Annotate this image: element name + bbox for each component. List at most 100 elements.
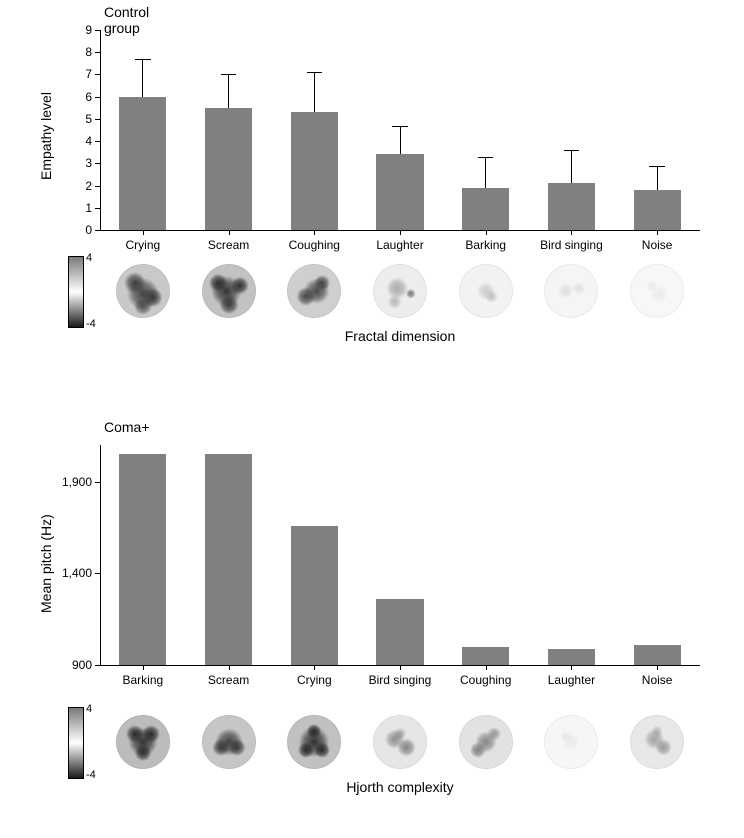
xtick-mark bbox=[143, 665, 144, 670]
ytick-label: 1,400 bbox=[52, 566, 92, 580]
y-axis bbox=[100, 445, 101, 665]
ytick-mark bbox=[95, 208, 100, 209]
topomap-circle bbox=[630, 715, 684, 769]
ytick-label: 4 bbox=[52, 134, 92, 148]
xtick-label: Bird singing bbox=[360, 673, 440, 687]
topomap-circle bbox=[630, 264, 684, 318]
xtick-mark bbox=[143, 230, 144, 235]
ytick-label: 5 bbox=[52, 112, 92, 126]
bar bbox=[291, 526, 338, 665]
bar bbox=[548, 183, 595, 230]
colorbar bbox=[68, 707, 84, 779]
ytick-label: 6 bbox=[52, 90, 92, 104]
topomap-circle bbox=[202, 715, 256, 769]
topomap-circle bbox=[544, 715, 598, 769]
ytick-mark bbox=[95, 30, 100, 31]
colorbar-max-label: 4 bbox=[86, 252, 92, 264]
ytick-label: 2 bbox=[52, 179, 92, 193]
bar bbox=[548, 649, 595, 666]
panel-title: Control group bbox=[104, 4, 149, 36]
topomap-circle bbox=[202, 264, 256, 318]
ytick-label: 3 bbox=[52, 156, 92, 170]
error-bar-cap bbox=[221, 74, 236, 75]
topomap-circle bbox=[116, 264, 170, 318]
error-bar bbox=[657, 166, 658, 190]
ytick-mark bbox=[95, 230, 100, 231]
colorbar-max-label: 4 bbox=[86, 703, 92, 715]
error-bar bbox=[142, 59, 143, 97]
xtick-label: Noise bbox=[617, 238, 697, 252]
ytick-mark bbox=[95, 186, 100, 187]
error-bar bbox=[485, 157, 486, 188]
xtick-label: Scream bbox=[189, 238, 269, 252]
ytick-label: 9 bbox=[52, 23, 92, 37]
ytick-mark bbox=[95, 141, 100, 142]
bar bbox=[205, 108, 252, 230]
error-bar bbox=[228, 74, 229, 107]
xtick-label: Barking bbox=[103, 673, 183, 687]
topomap-circle bbox=[116, 715, 170, 769]
xtick-mark bbox=[229, 665, 230, 670]
bar bbox=[119, 454, 166, 665]
ytick-label: 900 bbox=[52, 658, 92, 672]
panel-title: Coma+ bbox=[104, 419, 150, 435]
bar bbox=[291, 112, 338, 230]
ytick-label: 0 bbox=[52, 223, 92, 237]
ytick-mark bbox=[95, 119, 100, 120]
error-bar-cap bbox=[307, 72, 322, 73]
bar bbox=[462, 647, 509, 665]
xtick-label: Coughing bbox=[274, 238, 354, 252]
xtick-mark bbox=[657, 230, 658, 235]
xtick-label: Crying bbox=[103, 238, 183, 252]
xtick-label: Barking bbox=[446, 238, 526, 252]
xtick-label: Bird singing bbox=[531, 238, 611, 252]
ytick-mark bbox=[95, 163, 100, 164]
xtick-mark bbox=[657, 665, 658, 670]
bar bbox=[376, 599, 423, 665]
ytick-label: 1,900 bbox=[52, 475, 92, 489]
ytick-mark bbox=[95, 52, 100, 53]
ytick-mark bbox=[95, 482, 100, 483]
xtick-label: Noise bbox=[617, 673, 697, 687]
xtick-mark bbox=[400, 230, 401, 235]
ytick-mark bbox=[95, 665, 100, 666]
error-bar bbox=[400, 126, 401, 155]
bar bbox=[119, 97, 166, 230]
ytick-label: 8 bbox=[52, 45, 92, 59]
bar bbox=[634, 190, 681, 230]
heatmap-row-label: Hjorth complexity bbox=[346, 779, 453, 795]
xtick-mark bbox=[314, 230, 315, 235]
bar bbox=[205, 454, 252, 665]
ytick-mark bbox=[95, 74, 100, 75]
colorbar bbox=[68, 256, 84, 328]
topomap-circle bbox=[459, 264, 513, 318]
bar bbox=[376, 154, 423, 230]
figure-root: Control groupEmpathy level0123456789Cryi… bbox=[0, 0, 744, 838]
xtick-label: Scream bbox=[189, 673, 269, 687]
colorbar-min-label: -4 bbox=[86, 769, 96, 781]
error-bar-cap bbox=[478, 157, 493, 158]
error-bar-cap bbox=[392, 126, 407, 127]
error-bar-cap bbox=[649, 166, 664, 167]
xtick-label: Coughing bbox=[446, 673, 526, 687]
colorbar-min-label: -4 bbox=[86, 318, 96, 330]
xtick-mark bbox=[229, 230, 230, 235]
xtick-mark bbox=[314, 665, 315, 670]
ytick-label: 1 bbox=[52, 201, 92, 215]
error-bar-cap bbox=[135, 59, 150, 60]
topomap-circle bbox=[544, 264, 598, 318]
topomap-circle bbox=[459, 715, 513, 769]
xtick-mark bbox=[571, 665, 572, 670]
topomap-circle bbox=[287, 715, 341, 769]
xtick-mark bbox=[571, 230, 572, 235]
xtick-mark bbox=[486, 665, 487, 670]
xtick-label: Laughter bbox=[531, 673, 611, 687]
y-axis-label: Mean pitch (Hz) bbox=[38, 514, 54, 613]
ytick-label: 7 bbox=[52, 67, 92, 81]
xtick-label: Laughter bbox=[360, 238, 440, 252]
bar bbox=[634, 645, 681, 665]
heatmap-row-label: Fractal dimension bbox=[345, 328, 456, 344]
ytick-mark bbox=[95, 97, 100, 98]
error-bar bbox=[571, 150, 572, 183]
bar bbox=[462, 188, 509, 230]
